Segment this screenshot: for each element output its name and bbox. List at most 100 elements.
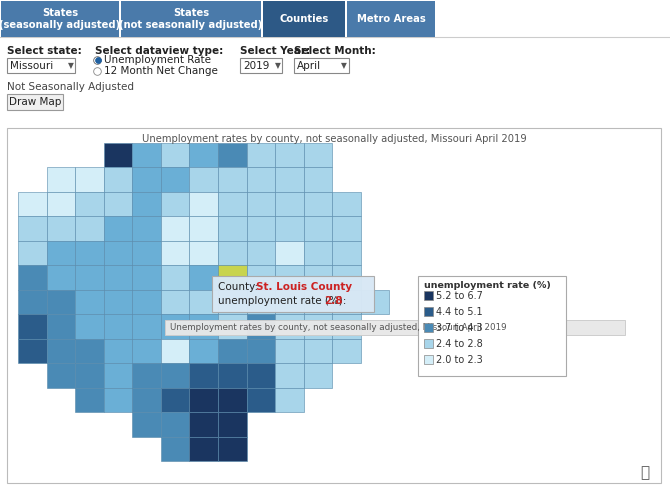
Bar	[161, 412, 190, 437]
Bar	[275, 265, 304, 290]
Text: Unemployment Rate: Unemployment Rate	[104, 55, 211, 65]
Bar	[304, 314, 332, 339]
Bar	[161, 241, 190, 265]
Bar	[104, 192, 132, 217]
Text: unemployment rate (%):: unemployment rate (%):	[218, 296, 350, 306]
Text: Select dataview type:: Select dataview type:	[95, 46, 223, 56]
Bar	[275, 388, 304, 412]
Bar	[332, 314, 361, 339]
Bar	[218, 363, 247, 388]
Bar	[75, 265, 104, 290]
Text: ⤓: ⤓	[641, 466, 649, 481]
Bar	[275, 217, 304, 241]
Bar	[275, 339, 304, 363]
Text: ▼: ▼	[341, 61, 347, 70]
Bar	[75, 314, 104, 339]
Bar	[332, 217, 361, 241]
Bar	[47, 241, 75, 265]
Text: 2.4 to 2.8: 2.4 to 2.8	[436, 339, 483, 349]
Text: Missouri: Missouri	[10, 61, 53, 71]
Text: ▼: ▼	[68, 61, 74, 70]
Text: Not Seasonally Adjusted: Not Seasonally Adjusted	[7, 82, 134, 92]
Text: Draw Map: Draw Map	[9, 97, 61, 107]
Bar	[7, 58, 75, 73]
Bar	[47, 217, 75, 241]
Bar	[212, 276, 374, 312]
Bar	[247, 388, 275, 412]
Text: April: April	[297, 61, 321, 71]
Bar	[424, 355, 433, 364]
Bar	[190, 412, 218, 437]
Bar	[132, 241, 161, 265]
Bar	[47, 314, 75, 339]
Bar	[304, 339, 332, 363]
Bar	[190, 363, 218, 388]
Bar	[190, 192, 218, 217]
Text: St. Louis County: St. Louis County	[256, 282, 352, 292]
Bar	[132, 412, 161, 437]
Bar	[190, 265, 218, 290]
Bar	[275, 192, 304, 217]
Bar	[304, 265, 332, 290]
Bar	[332, 241, 361, 265]
Bar	[132, 192, 161, 217]
Bar	[121, 1, 261, 37]
Bar	[104, 217, 132, 241]
Bar	[104, 143, 132, 168]
Bar	[104, 363, 132, 388]
Bar	[161, 339, 190, 363]
Text: 2.8: 2.8	[324, 296, 342, 306]
Text: 2019: 2019	[243, 61, 269, 71]
Bar	[18, 192, 47, 217]
Bar	[247, 192, 275, 217]
Text: States
(seasonally adjusted): States (seasonally adjusted)	[0, 8, 121, 30]
Bar	[190, 437, 218, 461]
Bar	[424, 291, 433, 300]
Text: 5.2 to 6.7: 5.2 to 6.7	[436, 291, 483, 301]
Bar	[165, 320, 625, 335]
Bar	[424, 307, 433, 316]
Text: 4.4 to 5.1: 4.4 to 5.1	[436, 307, 482, 317]
Bar	[247, 314, 275, 339]
Bar	[75, 241, 104, 265]
Bar	[247, 217, 275, 241]
Bar	[347, 1, 435, 37]
Bar	[218, 265, 247, 290]
Bar	[218, 241, 247, 265]
Bar	[75, 168, 104, 192]
Bar	[247, 339, 275, 363]
Bar	[104, 290, 132, 314]
Bar	[7, 128, 661, 483]
Bar	[132, 363, 161, 388]
Bar	[18, 314, 47, 339]
Bar	[104, 339, 132, 363]
Bar	[161, 437, 190, 461]
Bar	[361, 290, 389, 314]
Bar	[75, 192, 104, 217]
Bar	[218, 168, 247, 192]
Bar	[161, 143, 190, 168]
Bar	[424, 323, 433, 332]
Bar	[161, 217, 190, 241]
Bar	[104, 241, 132, 265]
Bar	[75, 290, 104, 314]
Bar	[275, 143, 304, 168]
Bar	[294, 58, 349, 73]
Bar	[161, 168, 190, 192]
Bar	[47, 290, 75, 314]
Bar	[190, 339, 218, 363]
Bar	[218, 437, 247, 461]
Text: 3.7 to 4.3: 3.7 to 4.3	[436, 323, 482, 333]
Bar	[275, 314, 304, 339]
Bar	[75, 217, 104, 241]
Bar	[161, 388, 190, 412]
Bar	[304, 363, 332, 388]
Text: Select Month:: Select Month:	[294, 46, 376, 56]
Bar	[161, 290, 190, 314]
Bar	[132, 143, 161, 168]
Bar	[247, 265, 275, 290]
Bar	[18, 241, 47, 265]
Bar	[132, 388, 161, 412]
Bar	[47, 265, 75, 290]
Bar	[332, 290, 361, 314]
